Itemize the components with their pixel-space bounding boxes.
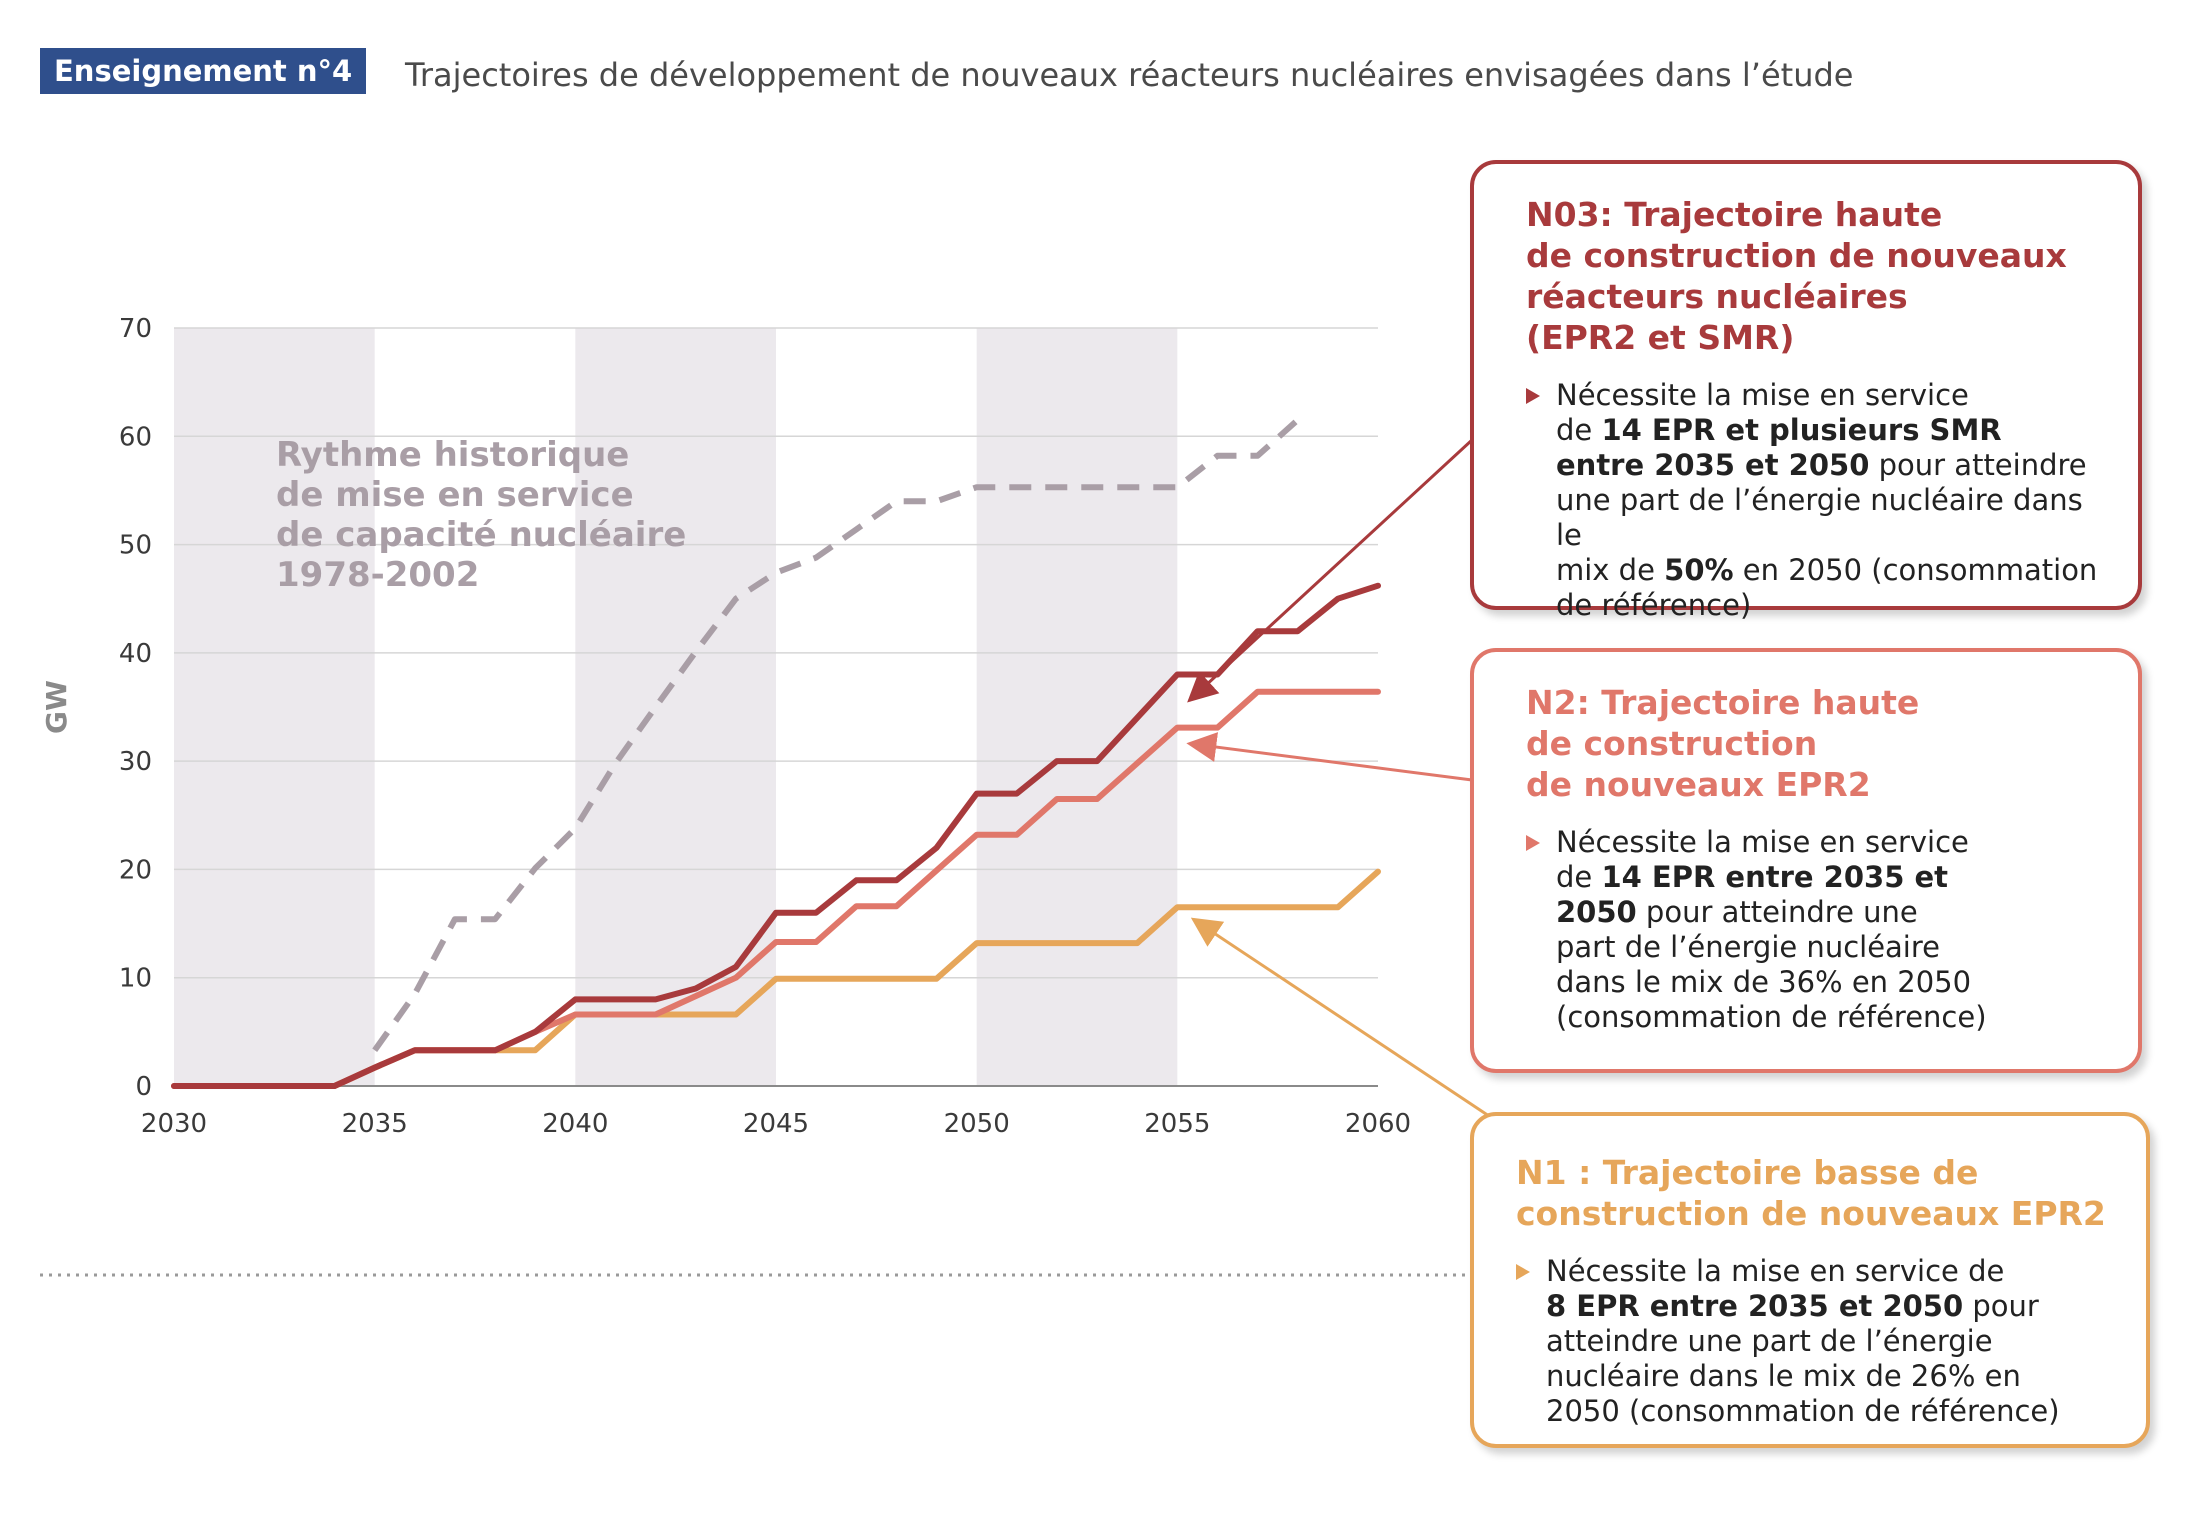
shaded-band bbox=[174, 328, 375, 1086]
desc-text: part de l’énergie nucléaire bbox=[1556, 930, 1940, 964]
callout-n2-description: Nécessite la mise en service de 14 EPR e… bbox=[1526, 825, 2098, 1035]
y-tick-label: 30 bbox=[119, 747, 152, 777]
x-tick-label: 2060 bbox=[1345, 1109, 1411, 1139]
x-tick-label: 2040 bbox=[542, 1109, 608, 1139]
historic-annotation-line: de capacité nucléaire bbox=[276, 515, 686, 555]
callout-arrow-n03 bbox=[1187, 438, 1474, 703]
desc-text: dans le mix de 36% en 2050 bbox=[1556, 965, 1972, 999]
callout-title-line: de construction bbox=[1526, 724, 1818, 763]
desc-text: mix de bbox=[1556, 553, 1665, 587]
x-tick-label: 2045 bbox=[743, 1109, 809, 1139]
historic-annotation-line: 1978-2002 bbox=[276, 555, 479, 595]
y-tick-label: 70 bbox=[119, 314, 152, 344]
desc-text: pour atteindre une bbox=[1636, 895, 1918, 929]
y-tick-label: 40 bbox=[119, 639, 152, 669]
triangle-bullet-icon bbox=[1526, 835, 1540, 851]
x-tick-label: 2050 bbox=[944, 1109, 1010, 1139]
callout-n03-title: N03: Trajectoire haute de construction d… bbox=[1526, 194, 2098, 358]
callout-n2-title: N2: Trajectoire haute de construction de… bbox=[1526, 682, 2098, 805]
x-tick-label: 2055 bbox=[1144, 1109, 1210, 1139]
desc-text: de référence) bbox=[1556, 588, 1752, 622]
desc-text: (consommation de référence) bbox=[1556, 1000, 1987, 1034]
desc-text: de bbox=[1556, 413, 1602, 447]
callout-arrow-n2 bbox=[1186, 732, 1473, 782]
desc-text: atteindre une part de l’énergie bbox=[1546, 1324, 1993, 1358]
triangle-bullet-icon bbox=[1526, 388, 1540, 404]
y-tick-label: 10 bbox=[119, 964, 152, 994]
desc-bold: 14 EPR et plusieurs SMR bbox=[1601, 413, 2002, 447]
callout-title-line: N2: Trajectoire haute bbox=[1526, 683, 1920, 722]
desc-bold: entre 2035 et 2050 bbox=[1556, 448, 1870, 482]
y-axis-label: GW bbox=[40, 680, 73, 734]
callout-arrow-n1 bbox=[1190, 917, 1493, 1120]
callout-n1-title: N1 : Trajectoire basse de construction d… bbox=[1516, 1152, 2116, 1234]
callout-n03: N03: Trajectoire haute de construction d… bbox=[1470, 160, 2142, 622]
y-tick-label: 50 bbox=[119, 531, 152, 561]
desc-bold: 8 EPR entre 2035 et 2050 bbox=[1546, 1289, 1964, 1323]
callout-title-line: de construction de nouveaux bbox=[1526, 236, 2067, 275]
callout-title-line: (EPR2 et SMR) bbox=[1526, 318, 1795, 357]
callout-title-line: N03: Trajectoire haute bbox=[1526, 195, 1943, 234]
lesson-badge: Enseignement n°4 bbox=[40, 48, 367, 94]
x-tick-label: 2030 bbox=[141, 1109, 207, 1139]
callout-n03-description: Nécessite la mise en service de 14 EPR e… bbox=[1526, 378, 2098, 623]
y-tick-label: 20 bbox=[119, 855, 152, 885]
page-title: Trajectoires de développement de nouveau… bbox=[405, 56, 1854, 94]
series-line-n03 bbox=[171, 582, 1381, 1089]
callout-n2: N2: Trajectoire haute de construction de… bbox=[1470, 648, 2142, 1073]
callout-title-line: construction de nouveaux EPR2 bbox=[1516, 1194, 2106, 1233]
historic-annotation-line: Rythme historique bbox=[276, 435, 629, 475]
historic-annotation-line: de mise en service bbox=[276, 475, 634, 515]
desc-text: Nécessite la mise en service de bbox=[1546, 1254, 2005, 1288]
desc-text: Nécessite la mise en service bbox=[1556, 378, 1969, 412]
desc-text: pour bbox=[1963, 1289, 2039, 1323]
callout-n1: N1 : Trajectoire basse de construction d… bbox=[1470, 1112, 2150, 1448]
y-tick-label: 0 bbox=[135, 1072, 152, 1102]
desc-bold: 2050 bbox=[1556, 895, 1637, 929]
y-tick-label: 60 bbox=[119, 422, 152, 452]
callout-title-line: réacteurs nucléaires bbox=[1526, 277, 1908, 316]
desc-text: Nécessite la mise en service bbox=[1556, 825, 1969, 859]
desc-text: nucléaire dans le mix de 26% en bbox=[1546, 1359, 2021, 1393]
callout-title-line: N1 : Trajectoire basse de bbox=[1516, 1153, 1979, 1192]
desc-text: pour atteindre bbox=[1869, 448, 2087, 482]
desc-text: de bbox=[1556, 860, 1602, 894]
desc-text: une part de l’énergie nucléaire dans le bbox=[1556, 483, 2083, 552]
callout-n1-description: Nécessite la mise en service de 8 EPR en… bbox=[1516, 1254, 2116, 1429]
triangle-bullet-icon bbox=[1516, 1264, 1530, 1280]
callout-title-line: de nouveaux EPR2 bbox=[1526, 765, 1871, 804]
desc-text: 2050 (consommation de référence) bbox=[1546, 1394, 2060, 1428]
desc-text: en 2050 (consommation bbox=[1733, 553, 2098, 587]
x-tick-label: 2035 bbox=[342, 1109, 408, 1139]
desc-bold: 14 EPR entre 2035 et bbox=[1601, 860, 1948, 894]
desc-bold: 50% bbox=[1664, 553, 1734, 587]
